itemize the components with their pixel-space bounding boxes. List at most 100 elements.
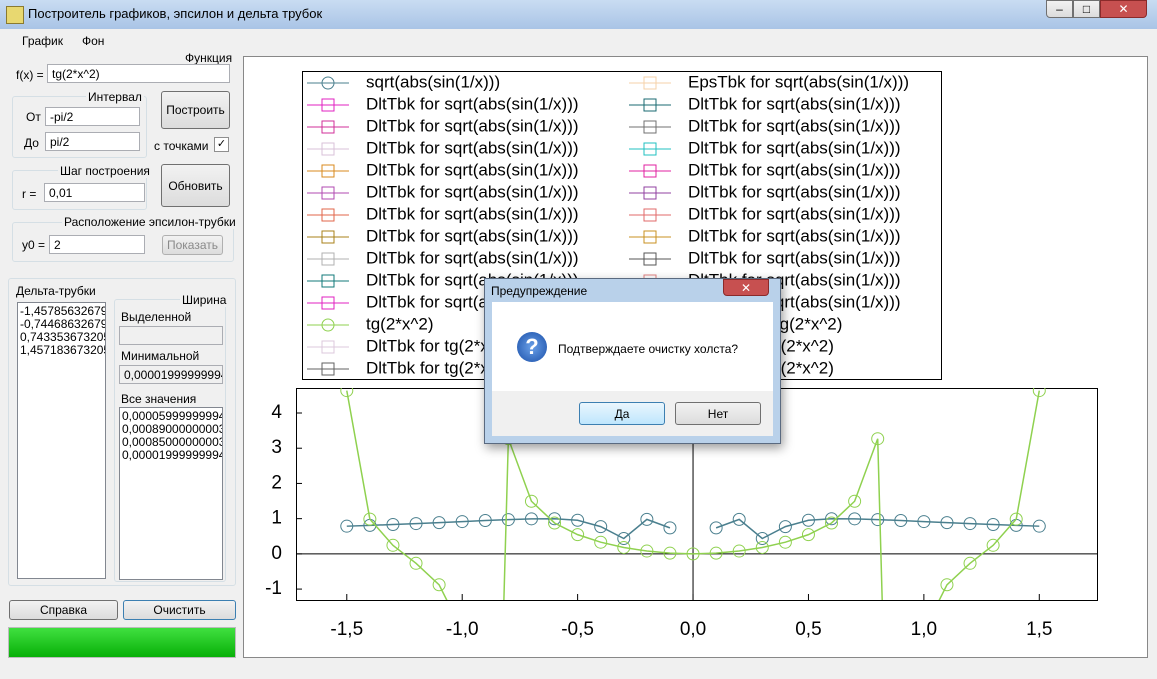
group-box [114, 299, 226, 582]
data-point [963, 556, 977, 570]
list-item[interactable]: 1,4571836732050 [20, 343, 105, 357]
data-point [894, 514, 908, 528]
data-point [986, 517, 1000, 531]
menu-item[interactable]: Фон [82, 34, 105, 48]
legend-marker [643, 76, 657, 90]
data-point [732, 544, 746, 558]
all-values-list[interactable]: 0,000059999999940 0,000890000000037 0,0008… [119, 407, 223, 580]
list-item[interactable]: 0,000059999999940 [122, 409, 223, 423]
min-width: 0,000019999999940 [119, 365, 223, 384]
legend-marker [321, 208, 335, 222]
data-point [917, 515, 931, 529]
points-checkbox[interactable]: ✓ [214, 137, 229, 152]
data-point [571, 528, 585, 542]
dialog: Предупреждение ✕ ? Подтверждаете очистку… [484, 278, 781, 444]
data-point [709, 546, 723, 560]
legend-label: DltTbk for sqrt(abs(sin(1/x))) [688, 248, 901, 267]
data-point [848, 512, 862, 526]
close-button[interactable]: ✕ [1100, 0, 1147, 18]
data-point [801, 528, 815, 542]
data-point [455, 515, 469, 529]
plot-area [340, 388, 1046, 600]
data-point [755, 540, 769, 554]
data-point [617, 532, 631, 546]
dialog-body: ? Подтверждаете очистку холста? Да Нет [492, 302, 773, 436]
data-point [386, 517, 400, 531]
y0-input[interactable]: 2 [49, 235, 145, 254]
group-label: Дельта-трубки [16, 284, 96, 298]
group-label: Расположение эпсилон-трубки [62, 215, 238, 229]
data-point [640, 512, 654, 526]
data-point [871, 513, 885, 527]
data-point [594, 535, 608, 549]
legend-label: EpsTbk for sqrt(abs(sin(1/x))) [688, 72, 909, 91]
data-point [409, 517, 423, 531]
data-point [986, 538, 1000, 552]
legend-label: DltTbk for sqrt(abs(sin(1/x))) [688, 116, 901, 135]
refresh-button[interactable]: Обновить [161, 164, 230, 207]
delta-list[interactable]: -1,457856326794 -0,744686326794 0,74335367… [17, 302, 106, 579]
minimize-button[interactable]: – [1046, 0, 1073, 18]
data-point [1032, 388, 1046, 398]
data-point [524, 494, 538, 508]
legend-marker [321, 230, 335, 244]
legend-label: DltTbk for sqrt(abs(sin(1/x))) [688, 226, 901, 245]
menu-item[interactable]: График [22, 34, 63, 48]
list-item[interactable]: 0,000890000000037 [122, 422, 223, 436]
data-point [825, 512, 839, 526]
legend-label: tg(2*x^2) [366, 314, 434, 333]
data-point [478, 514, 492, 528]
help-button[interactable]: Справка [9, 600, 118, 620]
list-item[interactable]: 0,7433536732050 [20, 330, 105, 344]
yes-button[interactable]: Да [579, 402, 665, 425]
question-icon: ? [517, 332, 547, 362]
from-input[interactable]: -pi/2 [45, 107, 140, 126]
legend-marker [643, 186, 657, 200]
show-button[interactable]: Показать [162, 235, 223, 255]
legend-marker [643, 164, 657, 178]
data-point [940, 516, 954, 530]
series-line [346, 390, 1041, 600]
data-point [571, 513, 585, 527]
legend-marker [643, 98, 657, 112]
no-button[interactable]: Нет [675, 402, 761, 425]
data-point [663, 521, 677, 535]
list-item[interactable]: 0,000850000000037 [122, 435, 223, 449]
build-button[interactable]: Построить [161, 91, 230, 129]
step-input[interactable]: 0,01 [44, 183, 145, 202]
data-point [848, 494, 862, 508]
list-item[interactable]: -0,744686326794 [20, 317, 106, 331]
field-label: До [24, 136, 39, 150]
legend-marker [643, 230, 657, 244]
legend-label: DltTbk for sqrt(abs(sin(1/x))) [688, 138, 901, 157]
x-tick-label: -0,5 [561, 619, 594, 640]
y-tick-label: 2 [271, 472, 282, 493]
data-point [801, 513, 815, 527]
x-tick-label: 1,5 [1026, 619, 1052, 640]
field-label: От [26, 110, 41, 124]
dialog-title: Предупреждение [491, 284, 588, 298]
series-line [346, 517, 1040, 540]
function-input[interactable]: tg(2*x^2) [47, 64, 230, 83]
legend-label: DltTbk for sqrt(abs(sin(1/x))) [366, 94, 579, 113]
field-label: y0 = [22, 238, 46, 252]
group-box [12, 96, 147, 158]
list-item[interactable]: 0,000019999999940 [122, 448, 223, 462]
legend-marker [643, 120, 657, 134]
checkbox-label: с точками [154, 139, 209, 153]
field-label: f(x) = [16, 68, 44, 82]
dialog-close[interactable]: ✕ [723, 279, 769, 296]
legend-label: DltTbk for tg(2*x^2) [366, 336, 512, 355]
legend-label: DltTbk for sqrt(abs(sin(1/x))) [366, 204, 579, 223]
legend-label: DltTbk for tg(2*x^2) [366, 358, 512, 377]
legend-label: DltTbk for sqrt(abs(sin(1/x))) [366, 226, 579, 245]
list-item[interactable]: -1,457856326794 [20, 304, 106, 318]
clear-button[interactable]: Очистить [123, 600, 236, 620]
maximize-button[interactable]: □ [1073, 0, 1100, 18]
field-label: r = [22, 187, 37, 201]
data-point [686, 547, 700, 561]
data-point [617, 540, 631, 554]
legend-label: DltTbk for sqrt(abs(sin(1/x))) [688, 160, 901, 179]
x-tick-label: -1,0 [446, 619, 479, 640]
to-input[interactable]: pi/2 [45, 132, 140, 151]
